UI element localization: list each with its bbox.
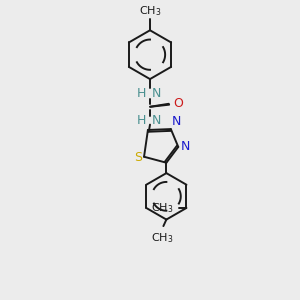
Text: N: N (180, 140, 190, 153)
Text: N: N (152, 87, 161, 100)
Text: N: N (152, 114, 161, 127)
Text: CH$_3$: CH$_3$ (152, 201, 174, 215)
Text: O: O (173, 97, 183, 110)
Text: H: H (137, 114, 146, 127)
Text: CH$_3$: CH$_3$ (139, 4, 161, 18)
Text: N: N (172, 115, 182, 128)
Text: H: H (137, 87, 146, 100)
Text: CH$_3$: CH$_3$ (151, 232, 173, 245)
Text: S: S (134, 151, 142, 164)
